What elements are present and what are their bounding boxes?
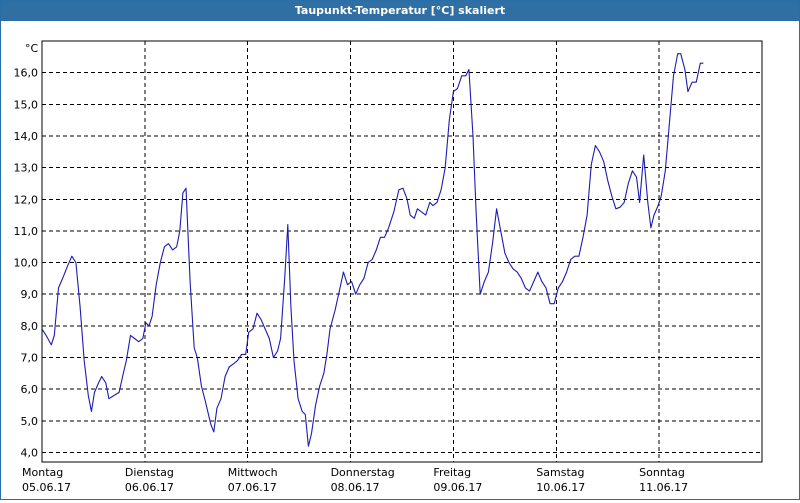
y-tick-label: 11,0 (14, 225, 39, 238)
x-tick-date-label: 10.06.17 (536, 481, 585, 494)
y-tick-label: 12,0 (14, 193, 39, 206)
x-tick-day-label: Sonntag (639, 466, 685, 479)
plot-frame (41, 40, 763, 463)
x-tick-date-label: 08.06.17 (331, 481, 380, 494)
chart-area: 4,0 5,0 6,0 7,0 8,0 9,0 10,0 11,0 12,0 13,0 14,0 15… (1, 22, 799, 499)
y-tick-label: 9,0 (21, 288, 39, 301)
y-tick-label: 7,0 (21, 352, 39, 365)
x-axis-tick-labels: Montag 05.06.17 Dienstag 06.06.17 Mittwoch 07… (22, 466, 688, 494)
y-axis-unit-label: °C (25, 42, 39, 55)
grid-lines (42, 41, 762, 462)
x-tick-date-label: 07.06.17 (228, 481, 277, 494)
chart-title: Taupunkt-Temperatur [°C] skaliert (1, 1, 799, 21)
x-tick-day-label: Dienstag (125, 466, 174, 479)
x-tick-day-label: Mittwoch (228, 466, 278, 479)
y-tick-label: 10,0 (14, 257, 39, 270)
y-tick-label: 5,0 (21, 415, 39, 428)
x-tick-date-label: 11.06.17 (639, 481, 688, 494)
chart-svg: 4,0 5,0 6,0 7,0 8,0 9,0 10,0 11,0 12,0 13,0 14,0 15… (14, 40, 763, 494)
x-tick-date-label: 05.06.17 (22, 481, 71, 494)
y-axis-tick-labels: 4,0 5,0 6,0 7,0 8,0 9,0 10,0 11,0 12,0 13,0 14,0 15… (14, 67, 39, 460)
series-layer (41, 53, 704, 447)
x-tick-date-label: 09.06.17 (433, 481, 482, 494)
y-tick-label: 14,0 (14, 130, 39, 143)
x-tick-day-label: Samstag (536, 466, 584, 479)
y-tick-label: 6,0 (21, 383, 39, 396)
plot-border (41, 40, 763, 463)
y-tick-label: 8,0 (21, 320, 39, 333)
y-tick-label: 15,0 (14, 98, 39, 111)
series-line (41, 53, 704, 447)
y-tick-label: 4,0 (21, 447, 39, 460)
x-tick-date-label: 06.06.17 (125, 481, 174, 494)
x-tick-day-label: Freitag (433, 466, 471, 479)
x-tick-day-label: Donnerstag (331, 466, 395, 479)
y-tick-label: 13,0 (14, 162, 39, 175)
x-tick-day-label: Montag (22, 466, 63, 479)
y-tick-label: 16,0 (14, 67, 39, 80)
